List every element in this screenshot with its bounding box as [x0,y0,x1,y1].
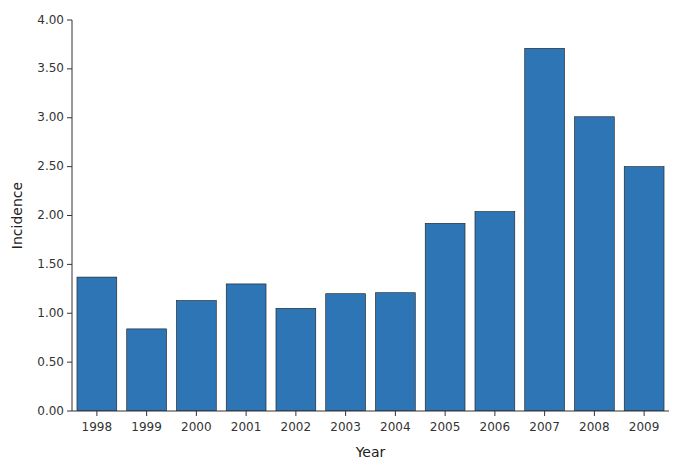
y-tick [67,166,72,167]
x-tick-label: 1998 [82,420,113,434]
bar [276,308,316,411]
x-tick-label: 2006 [480,420,511,434]
y-tick [67,362,72,363]
x-tick [544,411,545,416]
y-tick [67,68,72,69]
bar [624,167,664,411]
x-tick-label: 2003 [330,420,361,434]
x-tick [445,411,446,416]
x-tick-label: 2005 [430,420,461,434]
chart-container: 0.00 0.50 1.00 1.50 2.00 2.50 3.00 3.50 4.00 1998… [0,0,689,469]
bar [176,301,216,411]
x-tick-label: 2000 [181,420,212,434]
x-tick [196,411,197,416]
x-tick [146,411,147,416]
x-tick-label: 1999 [131,420,162,434]
x-tick [295,411,296,416]
y-tick-label: 3.50 [37,61,64,75]
x-tick [644,411,645,416]
x-tick [395,411,396,416]
x-tick [345,411,346,416]
y-tick [67,411,72,412]
x-tick-label: 2009 [629,420,660,434]
bar [574,117,614,411]
bar [525,48,565,411]
bar [226,284,266,411]
x-tick-label: 2001 [231,420,262,434]
bar [375,293,415,411]
y-tick [67,264,72,265]
y-tick [67,215,72,216]
x-tick-label: 2007 [529,420,560,434]
y-tick [67,20,72,21]
y-tick-label: 4.00 [37,13,64,27]
y-tick-label: 0.00 [37,404,64,418]
x-tick [594,411,595,416]
x-axis-label: Year [355,444,386,460]
x-tick-label: 2008 [579,420,610,434]
chart-svg: 0.00 0.50 1.00 1.50 2.00 2.50 3.00 3.50 4.00 1998… [0,0,689,469]
y-tick-label: 1.50 [37,257,64,271]
y-tick-label: 2.00 [37,208,64,222]
bar [77,277,117,411]
y-tick [67,313,72,314]
bar [475,212,515,411]
bar [326,294,366,411]
y-tick-label: 1.00 [37,306,64,320]
x-tick [96,411,97,416]
y-tick [67,117,72,118]
bars [77,48,664,411]
y-tick-label: 3.00 [37,110,64,124]
x-tick-label: 2002 [281,420,312,434]
axes: 0.00 0.50 1.00 1.50 2.00 2.50 3.00 3.50 4.00 1998… [37,13,669,435]
x-axis-line [72,411,669,412]
x-tick [494,411,495,416]
x-tick-label: 2004 [380,420,411,434]
x-tick [246,411,247,416]
y-tick-label: 0.50 [37,355,64,369]
bar [425,223,465,411]
bar [127,329,167,411]
y-axis-label: Incidence [9,182,25,249]
y-tick-label: 2.50 [37,159,64,173]
